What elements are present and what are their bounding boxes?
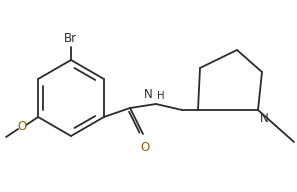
Text: N: N (260, 112, 269, 125)
Text: O: O (18, 121, 27, 133)
Text: O: O (140, 141, 150, 154)
Text: N: N (144, 88, 153, 101)
Text: H: H (157, 91, 165, 101)
Text: Br: Br (64, 32, 77, 45)
